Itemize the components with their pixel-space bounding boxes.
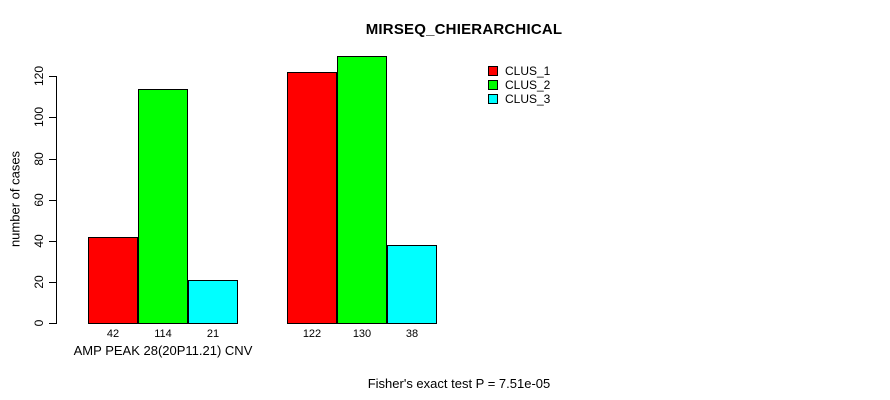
legend-swatch-clus_3: [488, 94, 498, 104]
x-category-label: AMP PEAK 28(20P11.21) CNV: [73, 343, 253, 358]
legend-item-clus_3: CLUS_3: [488, 92, 550, 106]
legend-label: CLUS_1: [505, 64, 551, 78]
y-tick-mark: [49, 159, 56, 160]
y-axis-title: number of cases: [7, 150, 23, 248]
legend-label: CLUS_2: [505, 78, 551, 92]
bar-value-label: 42: [106, 328, 120, 340]
bar-value-label: 130: [352, 328, 372, 340]
bar-value-label: 114: [154, 328, 172, 340]
y-tick-mark: [49, 117, 56, 118]
chart-title: MIRSEQ_CHIERARCHICAL: [365, 21, 563, 38]
bar-clus_2-group1: [138, 89, 188, 324]
y-axis-line: [56, 76, 57, 324]
y-tick-mark: [49, 282, 56, 283]
legend-swatch-clus_1: [488, 66, 498, 76]
bar-clus_1-group2: [287, 72, 337, 324]
y-tick-label: 20: [32, 275, 46, 289]
y-tick-label: 60: [32, 193, 46, 207]
legend-swatch-clus_2: [488, 80, 498, 90]
bar-clus_3-group2: [387, 245, 437, 324]
legend-item-clus_1: CLUS_1: [488, 64, 550, 78]
bar-value-label: 38: [405, 328, 419, 340]
y-tick-mark: [49, 76, 56, 77]
y-tick-mark: [49, 200, 56, 201]
y-tick-label: 80: [32, 152, 46, 166]
legend-item-clus_2: CLUS_2: [488, 78, 550, 92]
y-tick-label: 0: [32, 319, 46, 327]
bar-value-label: 122: [302, 328, 322, 340]
bar-clus_3-group1: [188, 280, 238, 324]
y-tick-label: 120: [32, 65, 46, 87]
footnote-fisher-test: Fisher's exact test P = 7.51e-05: [367, 376, 551, 391]
bar-clus_1-group1: [88, 237, 138, 324]
y-tick-label: 100: [32, 106, 46, 128]
y-tick-mark: [49, 241, 56, 242]
legend-label: CLUS_3: [505, 92, 551, 106]
bar-value-label: 21: [206, 328, 220, 340]
y-tick-label: 40: [32, 234, 46, 248]
bar-clus_2-group2: [337, 56, 387, 324]
legend: CLUS_1 CLUS_2 CLUS_3: [488, 64, 550, 106]
y-tick-mark: [49, 323, 56, 324]
